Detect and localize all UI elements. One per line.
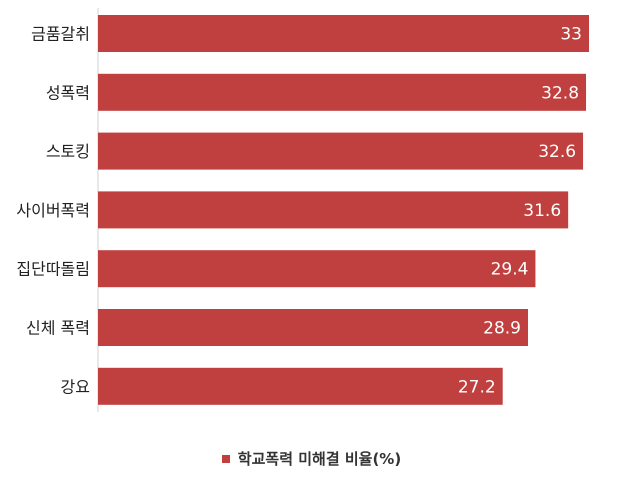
category-label: 강요 (61, 377, 90, 396)
value-label: 27.2 (458, 377, 496, 397)
value-label: 32.6 (538, 142, 576, 162)
value-label: 33 (560, 25, 582, 45)
bar (98, 250, 536, 288)
bar (98, 367, 503, 405)
bar (98, 132, 584, 170)
bars-group: 금품갈취 33 성폭력 32.8 스토킹 32.6 사이버폭력 31.6 집단따돌림 29.4 신체… (16, 15, 589, 405)
bar (98, 73, 587, 111)
legend-label: 학교폭력 미해결 비율(%) (237, 450, 402, 468)
legend: 학교폭력 미해결 비율(%) (0, 448, 623, 469)
category-label: 신체 폭력 (26, 319, 90, 338)
value-label: 28.9 (483, 319, 521, 339)
category-label: 스토킹 (46, 142, 90, 161)
value-label: 31.6 (523, 201, 561, 221)
value-label: 32.8 (541, 83, 579, 103)
category-label: 사이버폭력 (16, 201, 90, 220)
category-label: 집단따돌림 (16, 260, 90, 279)
bar (98, 309, 528, 346)
category-label: 금품갈취 (31, 25, 90, 44)
category-label: 성폭력 (46, 83, 90, 102)
bar (98, 15, 589, 52)
value-label: 29.4 (491, 260, 529, 280)
bar (98, 191, 569, 229)
legend-swatch (221, 454, 230, 463)
